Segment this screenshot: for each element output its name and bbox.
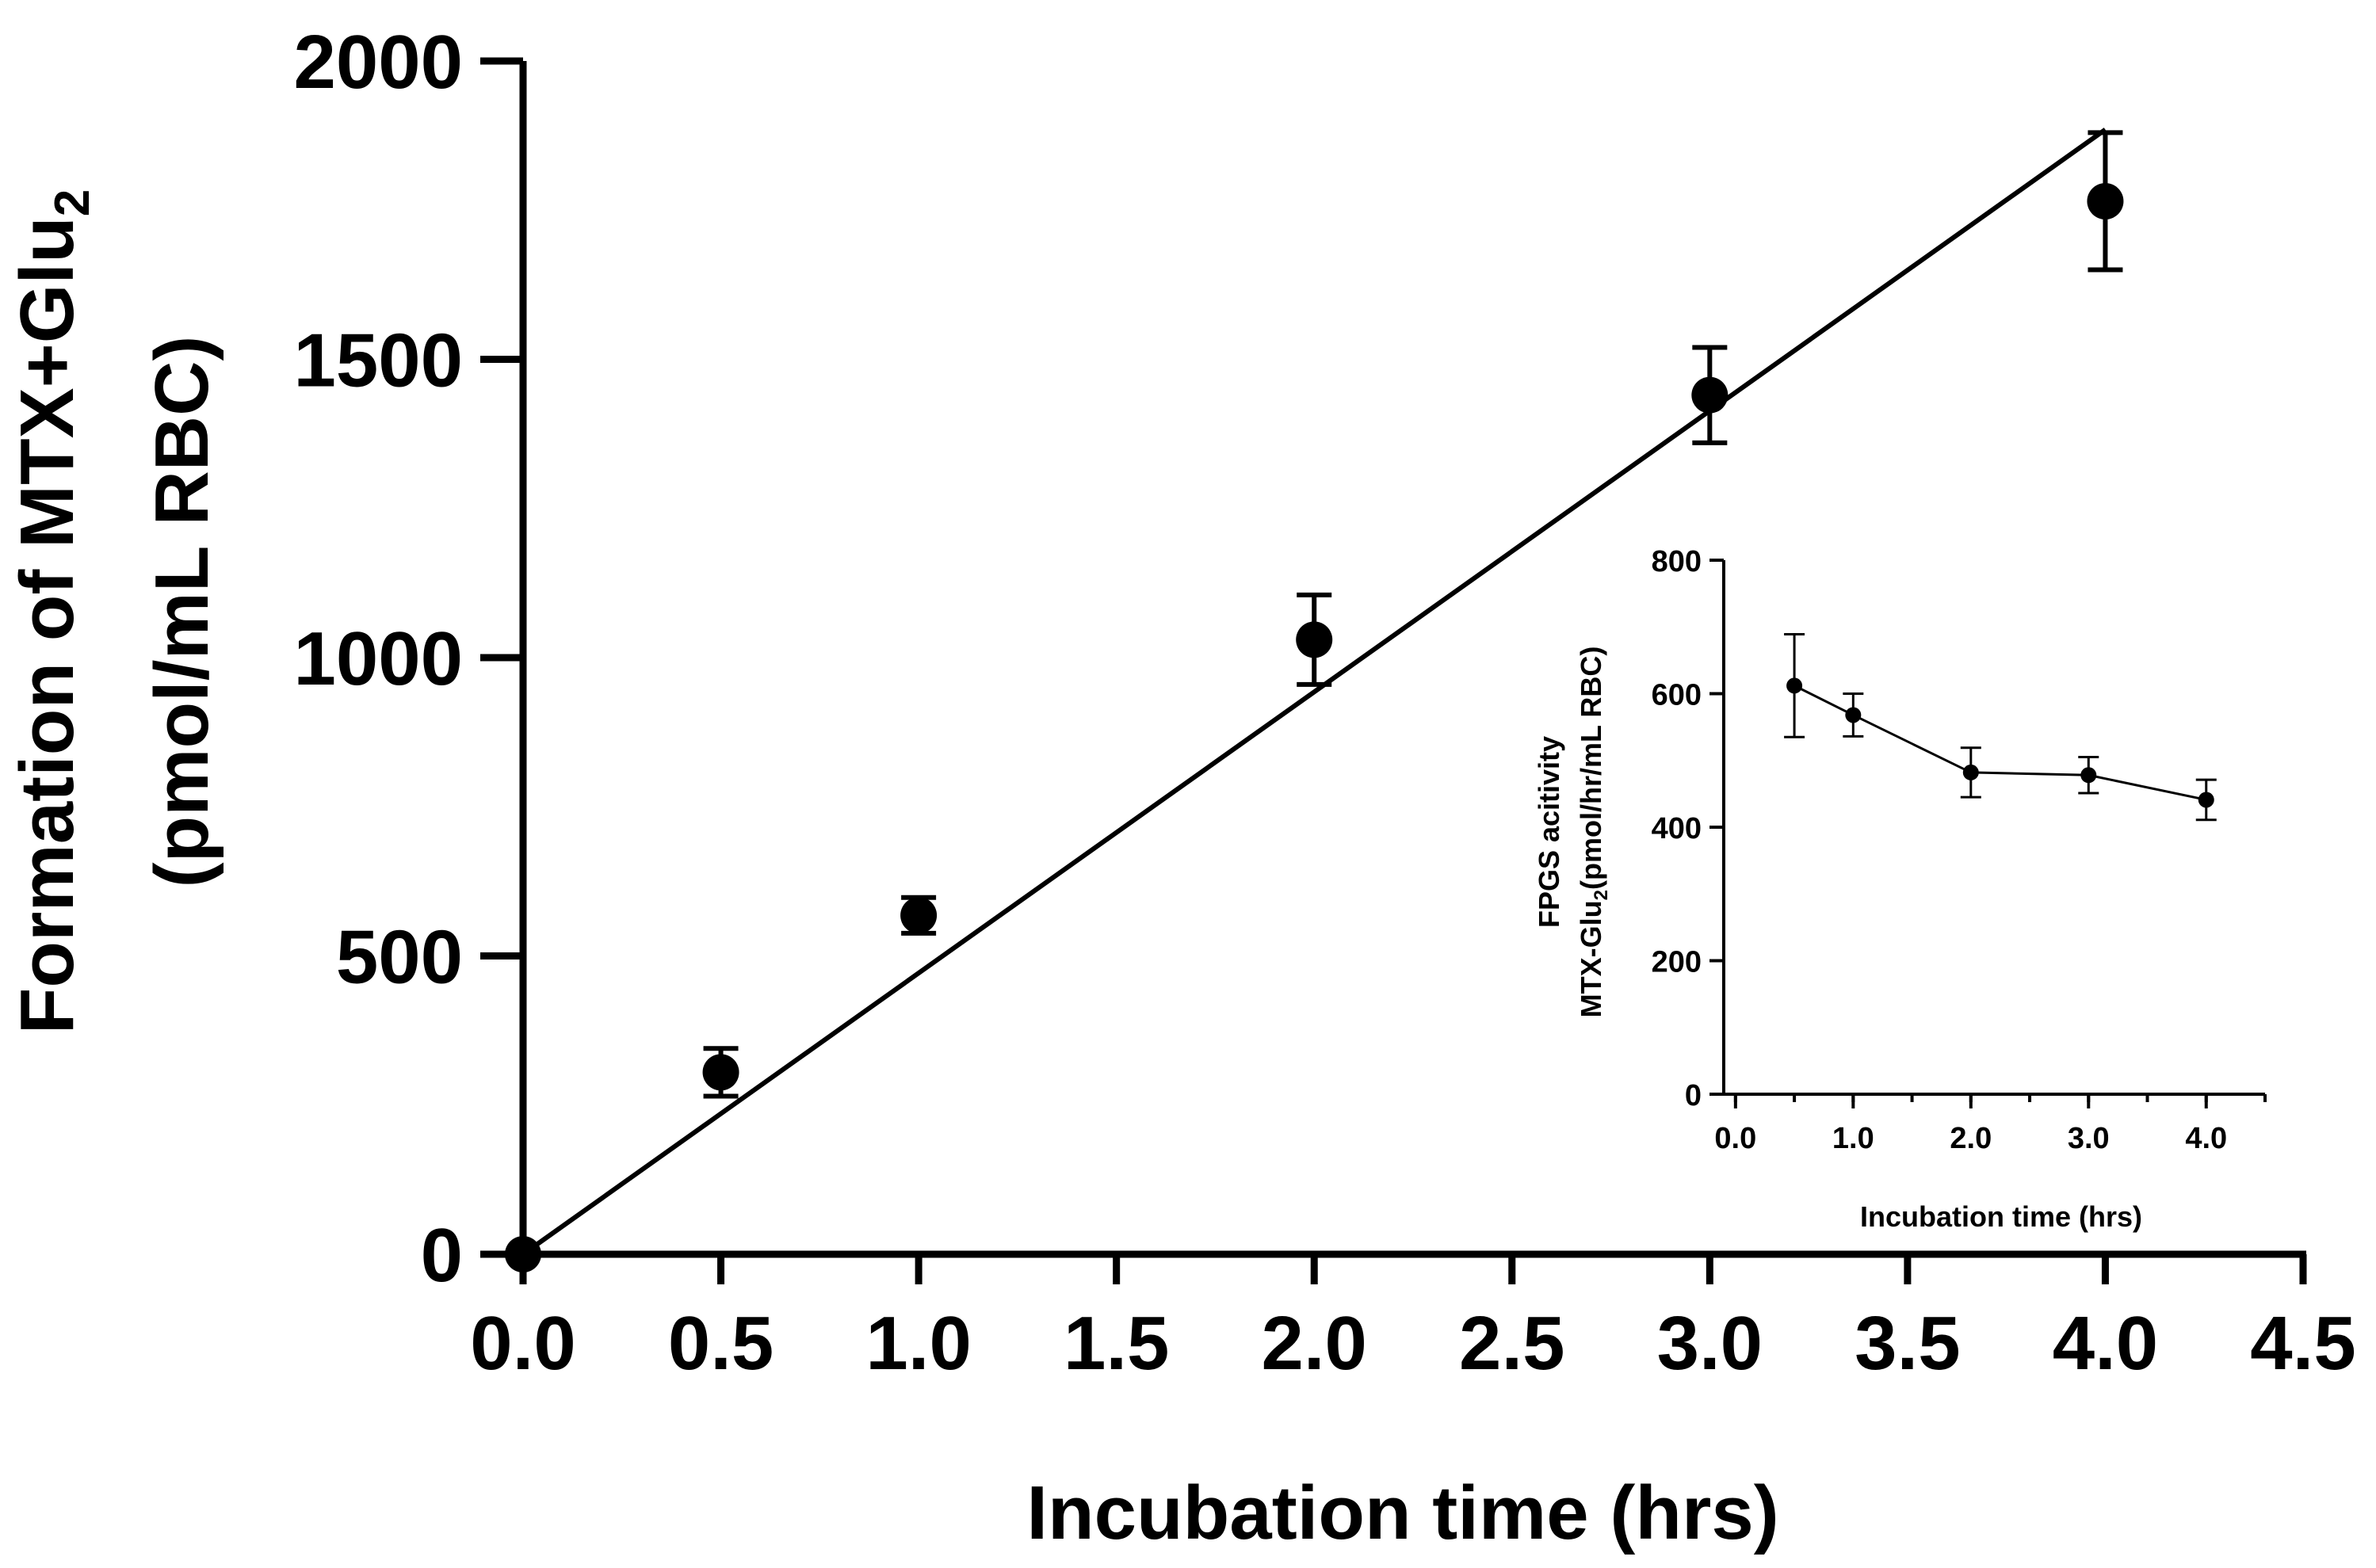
main-y-tick-label: 0 (421, 1213, 463, 1298)
main-y-tick-label: 1000 (293, 616, 463, 701)
main-fit-line-group (521, 128, 2107, 1257)
main-data-point (1691, 376, 1729, 414)
main-data-points (505, 182, 2124, 1272)
inset-x-axis-label: Incubation time (hrs) (1860, 1200, 2142, 1233)
inset-y-tick-label: 0 (1685, 1079, 1702, 1112)
main-x-tick-label: 2.5 (1459, 1301, 1564, 1386)
main-y-axis-label-line1: Formation of MTX+Glu2 (5, 189, 100, 1034)
main-data-point (900, 897, 938, 934)
inset-y-axis-label-line1: FPGS acitivity (1533, 736, 1565, 928)
main-x-tick-label: 0.5 (668, 1301, 774, 1386)
main-y-tick-label: 500 (336, 915, 463, 1000)
inset-x-tick-label: 4.0 (2185, 1122, 2227, 1155)
main-x-tick-label: 1.5 (1064, 1301, 1169, 1386)
main-y-tick-label: 1500 (293, 319, 463, 403)
main-data-point (505, 1236, 541, 1272)
inset-x-tick-label: 3.0 (2068, 1122, 2110, 1155)
inset-y-tick-label: 800 (1652, 545, 1702, 578)
inset-x-tick-label: 0.0 (1714, 1122, 1756, 1155)
main-x-tick-label: 3.0 (1657, 1301, 1763, 1386)
main-x-tick-label: 4.0 (2053, 1301, 2158, 1386)
main-x-tick-label: 1.0 (865, 1301, 971, 1386)
main-x-tick-label: 2.0 (1261, 1301, 1366, 1386)
main-y-ticks: 0 500 1000 1500 2000 (293, 20, 523, 1298)
main-fit-line (521, 128, 2107, 1257)
inset-chart: 0.0 1.0 2.0 3.0 4.0 0 200 400 600 800 FPGS aciti… (1533, 545, 2267, 1233)
inset-data-points (1786, 677, 2214, 808)
main-y-tick-label: 2000 (293, 20, 463, 105)
inset-x-tick-label: 1.0 (1832, 1122, 1874, 1155)
main-data-point (1296, 621, 1333, 658)
main-x-tick-label: 0.0 (470, 1301, 575, 1386)
main-x-ticks: 0.0 0.5 1.0 1.5 2.0 2.5 3.0 3.5 4.0 4.5 (470, 1254, 2356, 1386)
main-data-point (2087, 182, 2124, 219)
main-chart: 0.0 0.5 1.0 1.5 2.0 2.5 3.0 3.5 4.0 4.5 0 500 1000 1… (5, 20, 2356, 1555)
main-data-point (702, 1054, 739, 1091)
inset-y-tick-label: 600 (1652, 679, 1702, 712)
main-x-tick-label: 4.5 (2250, 1301, 2355, 1386)
inset-y-axis-label-line2: MTX-Glu2(pmol/hr/mL RBC) (1575, 647, 1612, 1018)
main-x-tick-label: 3.5 (1855, 1301, 1960, 1386)
main-y-axis-label-line2: (pmol/mL RBC) (139, 336, 224, 888)
inset-data-point (2198, 792, 2214, 808)
inset-data-point (1962, 764, 1979, 780)
inset-data-point (1845, 707, 1862, 723)
inset-data-point (1786, 677, 1803, 694)
inset-y-tick-label: 200 (1652, 946, 1702, 979)
inset-y-tick-label: 400 (1652, 812, 1702, 845)
inset-x-ticks: 0.0 1.0 2.0 3.0 4.0 (1714, 1094, 2267, 1155)
inset-x-tick-label: 2.0 (1950, 1122, 1992, 1155)
main-x-axis-label: Incubation time (hrs) (1026, 1471, 1778, 1555)
inset-data-point (2080, 767, 2097, 784)
inset-y-ticks: 0 200 400 600 800 (1652, 545, 1724, 1112)
